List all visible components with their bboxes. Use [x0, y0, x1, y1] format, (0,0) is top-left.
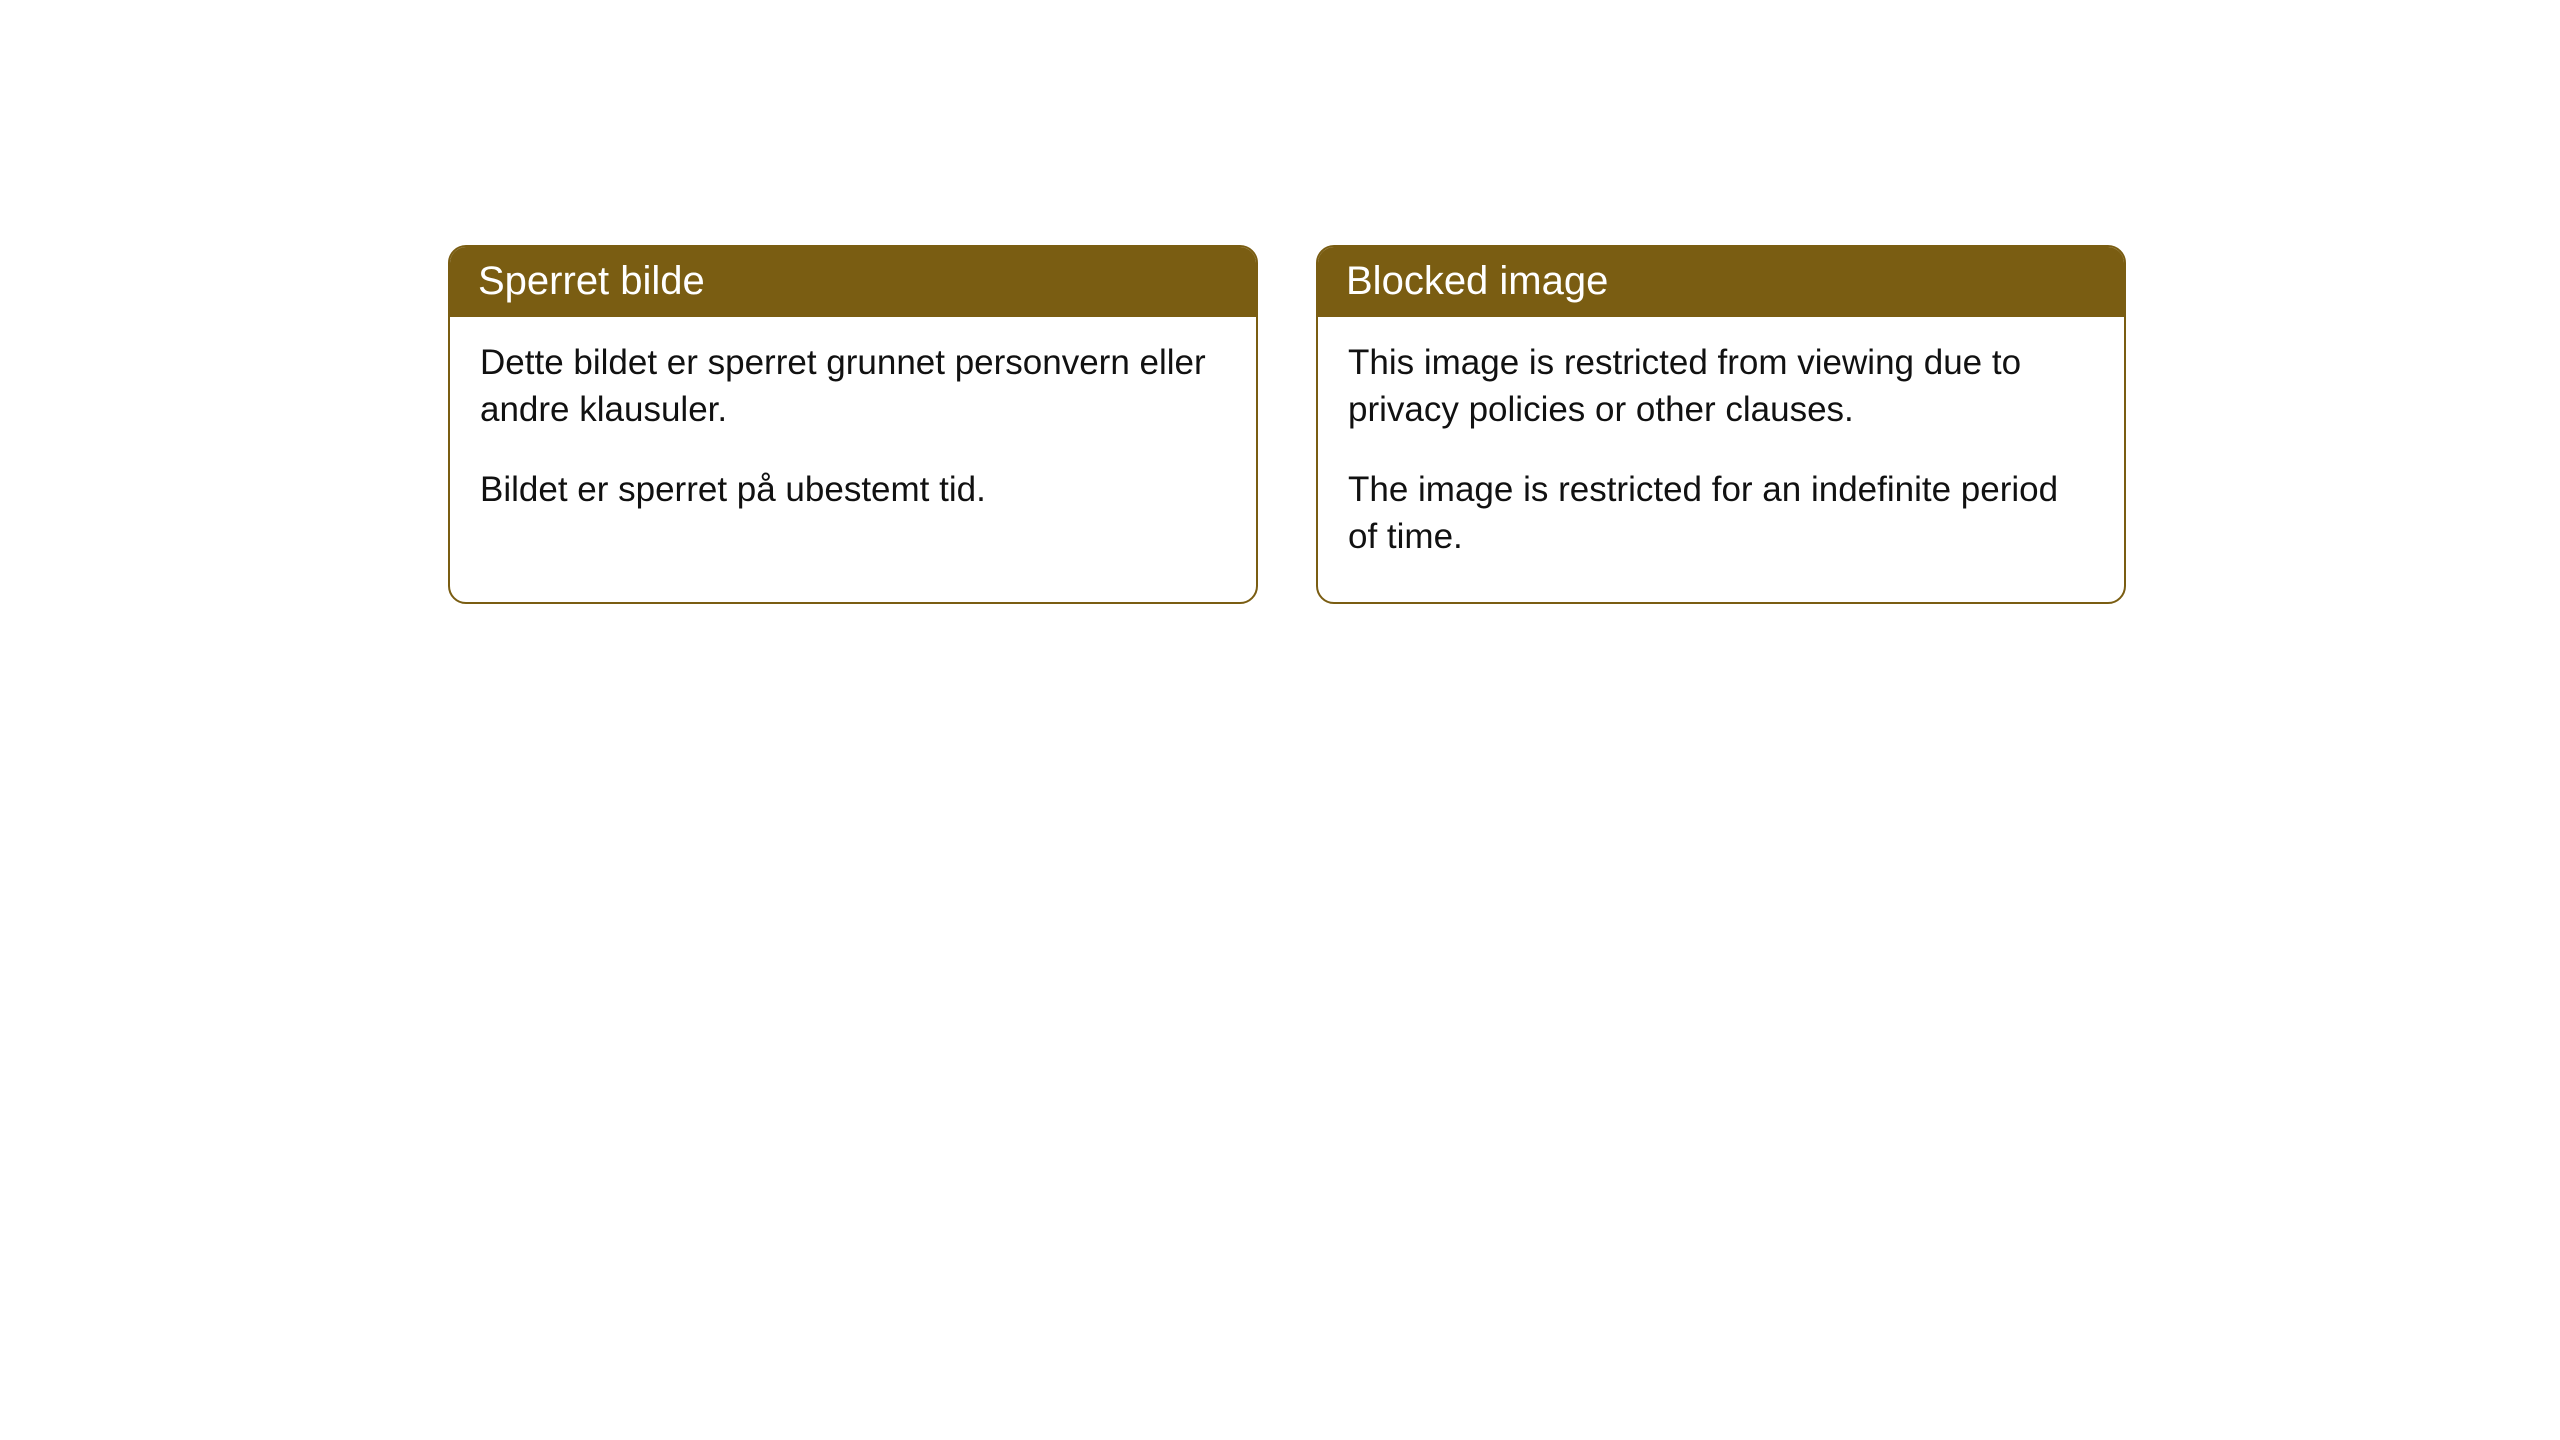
notice-cards-container: Sperret bilde Dette bildet er sperret gr… [0, 0, 2560, 604]
blocked-image-card-en: Blocked image This image is restricted f… [1316, 245, 2126, 604]
card-text-en-2: The image is restricted for an indefinit… [1348, 466, 2094, 561]
card-text-no-1: Dette bildet er sperret grunnet personve… [480, 339, 1226, 434]
card-text-no-2: Bildet er sperret på ubestemt tid. [480, 466, 1226, 513]
card-header-en: Blocked image [1318, 247, 2124, 317]
card-header-no: Sperret bilde [450, 247, 1256, 317]
card-body-no: Dette bildet er sperret grunnet personve… [450, 317, 1256, 555]
blocked-image-card-no: Sperret bilde Dette bildet er sperret gr… [448, 245, 1258, 604]
card-body-en: This image is restricted from viewing du… [1318, 317, 2124, 602]
card-text-en-1: This image is restricted from viewing du… [1348, 339, 2094, 434]
